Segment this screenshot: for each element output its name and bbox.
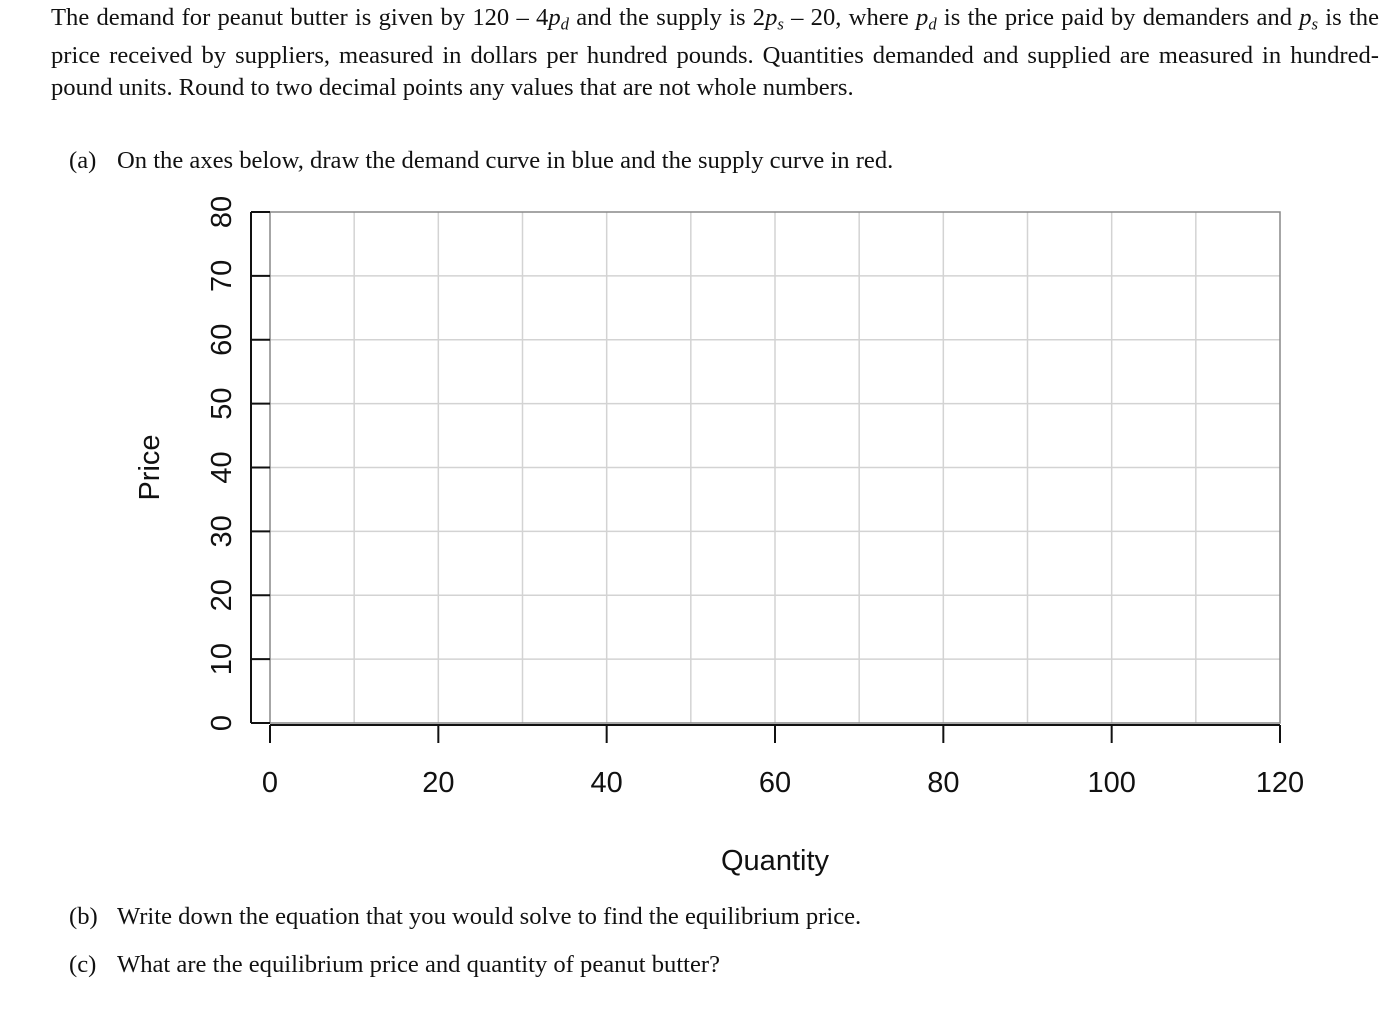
part-b-text: Write down the equation that you would s…	[117, 903, 862, 930]
x-tick-label: 120	[1256, 767, 1304, 799]
y-tick-label: 40	[206, 451, 238, 483]
y-tick-label: 0	[206, 715, 238, 731]
y-tick-label: 10	[206, 643, 238, 675]
y-tick-label: 70	[206, 260, 238, 292]
math-sub-d: d	[928, 14, 937, 34]
y-tick-label: 50	[206, 387, 238, 419]
x-tick-label: 40	[591, 767, 623, 799]
problem-text-4: is the price paid by demanders and	[936, 4, 1300, 31]
problem-text-3: – 20, where	[783, 4, 917, 31]
math-p: p	[765, 4, 778, 31]
x-axis-title: Quantity	[721, 845, 829, 877]
y-tick-label: 60	[206, 324, 238, 356]
y-tick-label: 80	[206, 196, 238, 228]
math-sub-s: s	[1311, 14, 1319, 34]
problem-statement: The demand for peanut butter is given by…	[51, 2, 1379, 103]
math-p: p	[1299, 4, 1312, 31]
problem-text-1: The demand for peanut butter is given by…	[51, 4, 549, 31]
x-tick-label: 60	[759, 767, 791, 799]
x-tick-label: 100	[1087, 767, 1135, 799]
part-a-text: On the axes below, draw the demand curve…	[117, 147, 894, 174]
math-sub-s: s	[777, 14, 784, 34]
math-p: p	[548, 4, 561, 31]
part-c-text: What are the equilibrium price and quant…	[117, 951, 721, 978]
x-tick-label: 80	[927, 767, 959, 799]
part-c: (c) What are the equilibrium price and qu…	[69, 950, 720, 980]
y-axis-title: Price	[134, 434, 166, 500]
math-sub-d: d	[560, 14, 569, 34]
part-b-label: (b)	[69, 903, 98, 930]
x-tick-label: 0	[262, 767, 278, 799]
chart-axes	[250, 211, 1281, 743]
y-tick-label: 20	[206, 579, 238, 611]
chart-grid	[270, 212, 1280, 723]
part-a: (a) On the axes below, draw the demand cu…	[69, 146, 893, 176]
x-tick-label: 20	[422, 767, 454, 799]
problem-text-2: and the supply is 2	[568, 4, 766, 31]
problem-text-5: is the price received by suppliers, meas…	[51, 4, 1380, 101]
part-c-label: (c)	[69, 951, 97, 978]
y-tick-label: 30	[206, 515, 238, 547]
math-p: p	[916, 4, 929, 31]
part-b: (b) Write down the equation that you woul…	[69, 902, 861, 932]
chart-tick-labels: 0 10 20 30 40 50 60 70 80 0 20 40 60 80 100 120	[206, 196, 1304, 799]
part-a-label: (a)	[69, 147, 97, 174]
